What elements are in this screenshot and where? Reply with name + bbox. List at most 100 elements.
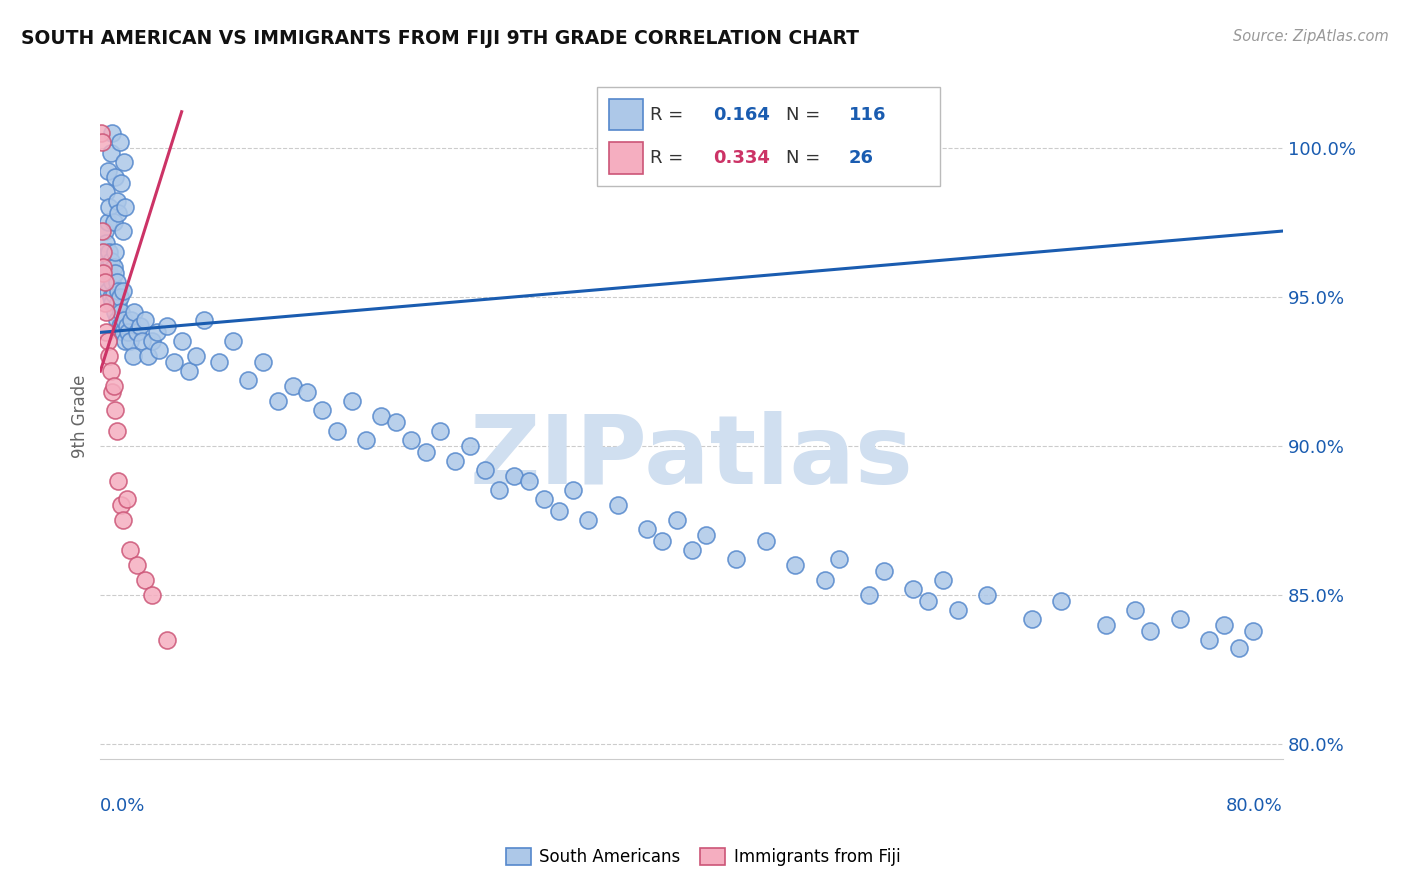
Point <box>145 326 167 340</box>
Point <box>156 632 179 647</box>
Point <box>141 588 163 602</box>
Text: 26: 26 <box>849 149 875 168</box>
Point <box>97 215 120 229</box>
Point <box>785 558 807 572</box>
Point <box>104 244 127 259</box>
Point <box>917 593 939 607</box>
Bar <box>609 99 643 130</box>
Point <box>755 534 778 549</box>
Point <box>103 379 125 393</box>
Point <box>695 528 717 542</box>
Text: 116: 116 <box>849 105 886 123</box>
Point <box>163 355 186 369</box>
Point <box>105 194 128 209</box>
Point <box>946 603 969 617</box>
Point <box>326 424 349 438</box>
Point <box>111 224 134 238</box>
Point <box>562 483 585 498</box>
Point <box>101 275 124 289</box>
Point <box>90 224 112 238</box>
Point <box>297 384 319 399</box>
Point <box>170 334 193 349</box>
Point <box>110 499 132 513</box>
Point <box>104 304 127 318</box>
Point <box>117 326 139 340</box>
Point <box>136 349 159 363</box>
Point <box>1123 603 1146 617</box>
Point <box>104 403 127 417</box>
Point <box>399 433 422 447</box>
Point <box>458 439 481 453</box>
Point <box>131 334 153 349</box>
Point <box>186 349 208 363</box>
Point <box>873 564 896 578</box>
Point <box>97 164 120 178</box>
Point <box>114 200 136 214</box>
Point <box>98 266 121 280</box>
Point <box>103 215 125 229</box>
Legend: South Americans, Immigrants from Fiji: South Americans, Immigrants from Fiji <box>499 841 907 873</box>
Point <box>129 319 152 334</box>
Point <box>108 135 131 149</box>
Point <box>91 244 114 259</box>
Point <box>98 244 121 259</box>
Point <box>97 284 120 298</box>
Point <box>96 275 118 289</box>
Text: 0.334: 0.334 <box>713 149 770 168</box>
Point <box>118 334 141 349</box>
Point <box>94 224 117 238</box>
Point <box>976 588 998 602</box>
Text: SOUTH AMERICAN VS IMMIGRANTS FROM FIJI 9TH GRADE CORRELATION CHART: SOUTH AMERICAN VS IMMIGRANTS FROM FIJI 9… <box>21 29 859 47</box>
Point <box>100 364 122 378</box>
Point <box>193 313 215 327</box>
Point <box>94 295 117 310</box>
Point <box>124 304 146 318</box>
Point <box>1050 593 1073 607</box>
Text: N =: N = <box>786 149 827 168</box>
Point <box>1198 632 1220 647</box>
Point <box>517 475 540 489</box>
Point <box>97 260 120 274</box>
Point <box>252 355 274 369</box>
Point <box>903 582 925 596</box>
Point <box>111 513 134 527</box>
Point <box>107 284 129 298</box>
Point <box>122 349 145 363</box>
Point <box>444 453 467 467</box>
Text: Source: ZipAtlas.com: Source: ZipAtlas.com <box>1233 29 1389 44</box>
Point <box>111 326 134 340</box>
Point <box>120 313 142 327</box>
Text: R =: R = <box>651 105 689 123</box>
Point <box>724 552 747 566</box>
Point <box>100 290 122 304</box>
Point <box>100 146 122 161</box>
Point <box>96 304 118 318</box>
Point <box>636 522 658 536</box>
Point <box>110 176 132 190</box>
Text: 80.0%: 80.0% <box>1226 797 1284 814</box>
Point <box>101 126 124 140</box>
Point <box>108 290 131 304</box>
Bar <box>598 87 941 186</box>
Point <box>98 200 121 214</box>
Point <box>356 433 378 447</box>
Point <box>370 409 392 423</box>
Point <box>488 483 510 498</box>
Point <box>814 573 837 587</box>
Text: 0.164: 0.164 <box>713 105 770 123</box>
Point <box>681 543 703 558</box>
Point <box>1094 617 1116 632</box>
Text: 0.0%: 0.0% <box>100 797 146 814</box>
Point <box>932 573 955 587</box>
Text: ZIPatlas: ZIPatlas <box>470 410 914 503</box>
Point <box>91 244 114 259</box>
Point <box>576 513 599 527</box>
Point <box>858 588 880 602</box>
Point <box>1212 617 1234 632</box>
Point <box>97 334 120 349</box>
Point <box>134 313 156 327</box>
Bar <box>609 143 643 174</box>
Point <box>118 543 141 558</box>
Point <box>91 266 114 280</box>
Point <box>98 349 121 363</box>
